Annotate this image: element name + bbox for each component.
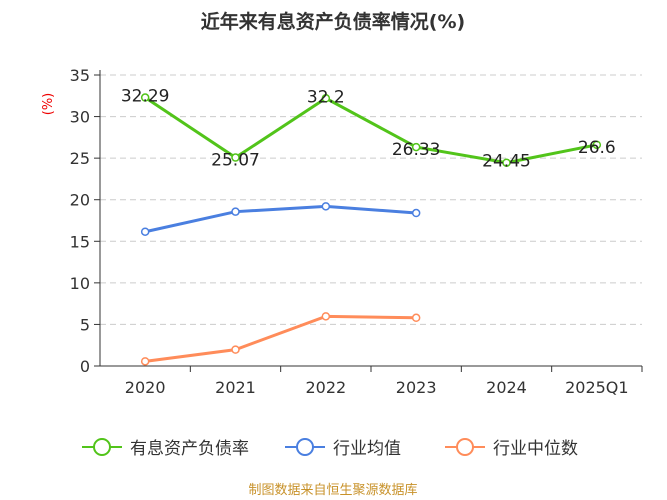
data-point [411, 208, 421, 218]
data-label: 26.6 [578, 138, 616, 158]
data-label: 24.45 [482, 152, 531, 172]
series-line [144, 314, 417, 363]
data-point [411, 313, 421, 323]
y-tick-label: 30 [70, 108, 90, 127]
data-point [140, 93, 150, 102]
series-line [144, 96, 598, 165]
data-point [231, 153, 240, 162]
legend-label[interactable]: 行业均值 [333, 439, 401, 459]
data-point [502, 158, 511, 167]
legend-marker [93, 438, 111, 456]
data-point [231, 345, 240, 354]
data-point [321, 202, 331, 211]
legend-marker [456, 438, 474, 456]
legend-label[interactable]: 有息资产负债率 [130, 439, 249, 459]
y-axis-label: (%) [41, 93, 56, 116]
y-tick-label: 35 [70, 66, 90, 85]
data-label: 26.33 [392, 140, 441, 160]
data-point [321, 312, 331, 321]
y-tick-label: 0 [80, 357, 90, 376]
y-tick-label: 10 [70, 274, 90, 293]
y-tick-label: 20 [70, 191, 90, 210]
legend-marker [296, 438, 314, 456]
x-tick-label: 2023 [396, 378, 437, 397]
y-tick-label: 5 [80, 315, 90, 334]
x-tick-label: 2024 [486, 378, 527, 397]
y-tick-label: 25 [70, 149, 90, 168]
data-point [592, 140, 602, 150]
data-label: 32.2 [307, 87, 345, 107]
series-line [144, 204, 417, 234]
chart-title: 近年来有息资产负债率情况(%) [201, 10, 465, 33]
data-point [140, 357, 150, 366]
data-point [321, 94, 331, 103]
x-tick-label: 2025Q1 [565, 378, 629, 397]
data-point [140, 227, 150, 236]
x-tick-label: 2022 [305, 378, 346, 397]
x-tick-label: 2020 [125, 378, 166, 397]
data-label: 32.29 [121, 87, 170, 107]
data-label: 25.07 [211, 151, 260, 171]
data-point [231, 207, 240, 216]
source-note: 制图数据来自恒生聚源数据库 [248, 482, 417, 498]
x-tick-label: 2021 [215, 378, 256, 397]
legend-label[interactable]: 行业中位数 [493, 439, 578, 459]
y-tick-label: 15 [70, 232, 90, 251]
data-point [411, 142, 421, 152]
